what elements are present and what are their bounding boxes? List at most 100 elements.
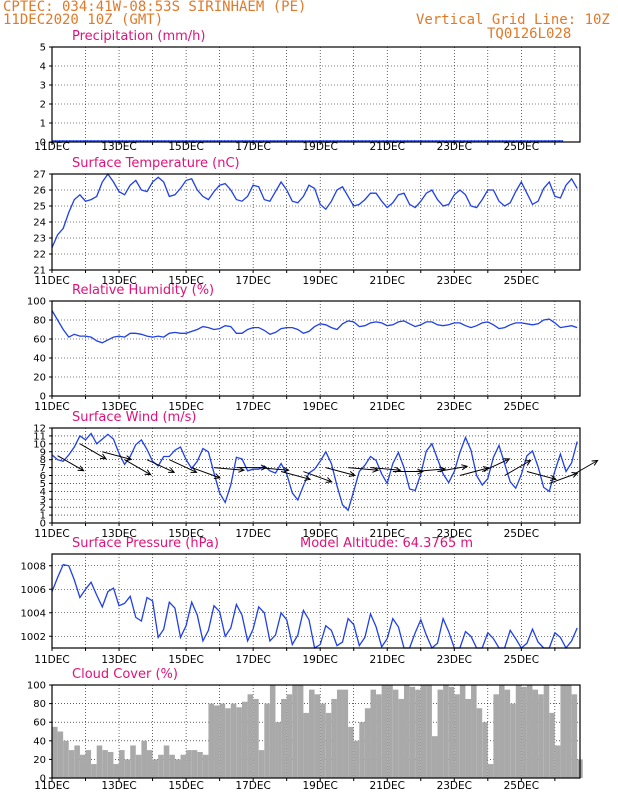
cloud-bar xyxy=(560,685,567,778)
x-tick-label: 21DEC xyxy=(370,654,405,666)
y-tick-label: 3 xyxy=(40,495,46,506)
x-tick-label: 13DEC xyxy=(101,141,136,153)
precip-bar xyxy=(313,140,315,142)
precip-bar xyxy=(399,140,402,142)
precip-bar xyxy=(366,140,368,142)
precip-bar xyxy=(148,140,150,142)
precip-bar xyxy=(63,140,65,142)
cloud-bar xyxy=(392,689,399,778)
cloud-bar xyxy=(281,698,287,778)
precip-bar xyxy=(271,140,273,142)
precip-bar xyxy=(293,140,295,142)
wind-arrow-head xyxy=(461,464,469,471)
precip-bar xyxy=(225,140,227,142)
precip-bar xyxy=(248,140,251,142)
cloud-bar xyxy=(336,689,343,778)
precip-bar xyxy=(255,140,258,142)
precip-bar xyxy=(423,140,425,142)
precip-bar xyxy=(102,140,104,142)
wind-arrow xyxy=(280,471,311,480)
precip-bar xyxy=(412,140,414,142)
y-tick-label: 1002 xyxy=(21,632,46,643)
precip-bar xyxy=(500,140,502,142)
precip-bar xyxy=(205,140,207,142)
precip-bar xyxy=(369,140,371,142)
x-tick-label: 19DEC xyxy=(302,275,337,287)
precip-bar xyxy=(300,140,302,142)
precip-bar xyxy=(549,140,551,142)
precip-bar xyxy=(325,140,327,142)
precip-bar xyxy=(550,140,552,142)
y-tick-label: 4 xyxy=(40,62,46,73)
precip-bar xyxy=(525,140,527,142)
wind-arrow xyxy=(258,467,289,471)
wind-arrow xyxy=(146,459,175,473)
precip-bar xyxy=(77,140,79,142)
precip-bar xyxy=(398,140,400,142)
x-tick-label: 19DEC xyxy=(302,401,337,413)
precip-bar xyxy=(89,140,91,142)
precip-bar xyxy=(237,140,239,142)
precip-bar xyxy=(371,140,374,142)
precip-bar xyxy=(505,140,508,142)
precip-bar xyxy=(158,140,160,142)
precip-bar xyxy=(498,140,501,142)
precip-bar xyxy=(107,140,110,142)
x-tick-label: 15DEC xyxy=(168,780,203,792)
y-tick-label: 80 xyxy=(33,699,46,710)
x-tick-label: 19DEC xyxy=(302,528,337,540)
precip-bar xyxy=(419,140,421,142)
precip-bar xyxy=(381,140,383,142)
precip-bar xyxy=(352,140,354,142)
cloud-bar xyxy=(359,722,365,778)
precip-bar xyxy=(85,140,87,142)
cloud-bar xyxy=(571,694,578,778)
y-tick-label: 11 xyxy=(33,431,46,442)
x-tick-label: 17DEC xyxy=(235,528,270,540)
precip-bar xyxy=(207,140,209,142)
cloud-bar xyxy=(214,705,220,778)
x-tick-label: 15DEC xyxy=(168,654,203,666)
cloud-bar xyxy=(364,708,371,778)
cloud-bar xyxy=(409,686,416,778)
precip-bar xyxy=(388,140,390,142)
cloud-bar xyxy=(538,694,544,778)
wind-arrow-head xyxy=(282,466,290,473)
x-tick-label: 15DEC xyxy=(168,528,203,540)
precip-bar xyxy=(384,140,386,142)
precip-bar xyxy=(404,140,406,142)
precip-bar xyxy=(395,140,397,142)
cloud-bar xyxy=(68,750,75,778)
precip-bar xyxy=(402,140,404,142)
y-tick-label: 5 xyxy=(40,479,46,490)
precip-bar xyxy=(410,140,413,142)
precip-bar xyxy=(131,140,133,142)
precip-bar xyxy=(476,140,478,142)
cloud-bar xyxy=(431,736,438,778)
precip-bar xyxy=(303,140,305,142)
x-tick-label: 25DEC xyxy=(504,275,539,287)
precip-bar xyxy=(173,140,175,142)
x-tick-label: 17DEC xyxy=(235,401,270,413)
precip-bar xyxy=(286,140,288,142)
precip-bar xyxy=(78,140,80,142)
cloud-bar xyxy=(52,726,58,778)
precip-bar xyxy=(545,140,547,142)
precip-bar xyxy=(521,140,523,142)
precip-bar xyxy=(445,140,448,142)
precip-bar xyxy=(532,140,534,142)
precip-bar xyxy=(490,140,492,142)
cloud-bar xyxy=(197,751,203,778)
wind-arrow-head xyxy=(260,464,268,471)
precip-bar xyxy=(81,140,83,142)
y-tick-label: 1006 xyxy=(21,585,46,596)
precip-bar xyxy=(96,140,98,142)
panel-frame xyxy=(51,46,581,143)
wind-arrow xyxy=(348,467,379,471)
precip-bar xyxy=(127,140,129,142)
precip-bar xyxy=(133,140,135,142)
precip-bar xyxy=(221,140,223,142)
precip-bar xyxy=(542,140,544,142)
precip-bar xyxy=(391,140,393,142)
precip-bar xyxy=(140,140,142,142)
